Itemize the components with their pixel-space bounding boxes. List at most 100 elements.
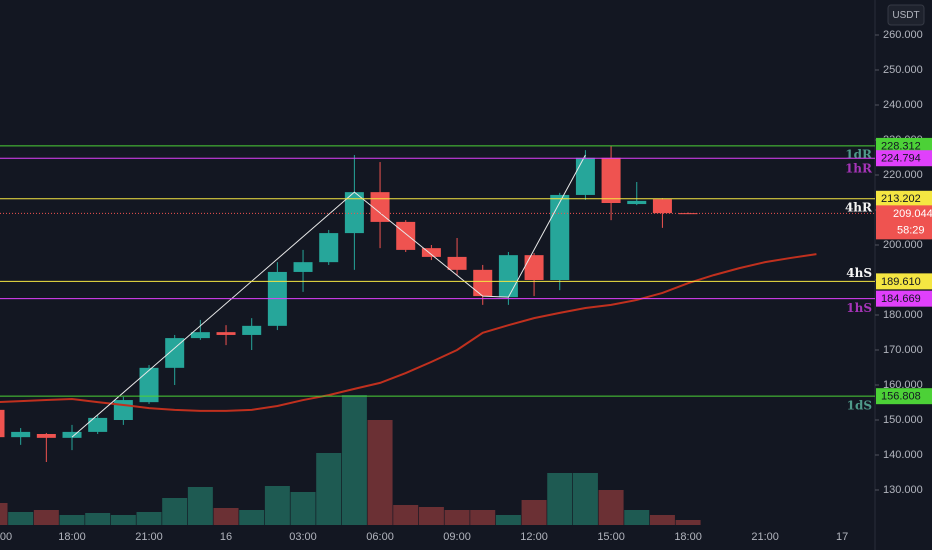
x-tick-label: 06:00 [366,531,394,543]
x-tick-label: 16 [220,531,232,543]
level-tag [876,273,932,290]
x-tick-label: 00 [0,531,12,543]
candle-body [498,255,518,298]
y-tick-label: 140.000 [883,449,923,461]
level-name: 1hS [846,301,872,315]
y-tick-label: 150.000 [883,414,923,426]
volume-bar [187,487,213,525]
x-tick-label: 18:00 [58,531,86,543]
candle-body [652,199,672,214]
volume-bar [59,515,85,525]
volume-bar [213,508,239,525]
level-tag-label: 184.669 [881,293,921,305]
level-name: 4hS [846,266,872,280]
level-tag [876,388,932,405]
x-tick-label: 17 [836,531,848,543]
volume-bar [495,515,521,525]
x-tick-label: 03:00 [289,531,317,543]
volume-bar [264,486,290,525]
moving-average-line [0,253,817,412]
candle-body [62,431,82,438]
volume-bar [239,510,265,525]
candle-body [216,332,236,335]
candle-body [627,200,647,205]
x-tick-label: 18:00 [674,531,702,543]
zigzag-line [71,154,586,438]
volume-bar [0,503,8,525]
candle-body [601,157,621,203]
volume-bar [418,507,444,525]
candle-body [190,332,210,339]
volume-bar [572,473,598,525]
level-tag [876,150,932,167]
level-tag-label: 189.610 [881,276,921,288]
candle-body [421,248,441,257]
candle-body [0,409,5,438]
level-tag [876,290,932,307]
candle-body [88,417,108,432]
candle-body [370,192,390,222]
candle-body [447,256,467,270]
x-tick-label: 09:00 [443,531,471,543]
plot-area [0,145,817,525]
x-tick-label: 21:00 [135,531,163,543]
candle-body [139,367,159,403]
level-name: 1dS [847,399,872,413]
volume-bar [136,512,162,525]
current-price-label: 209.044 [893,208,932,220]
volume-bar [675,520,701,525]
candle-body [242,325,262,335]
level-tag-label: 228.312 [881,140,921,152]
volume-bar [85,513,111,525]
volume-bar [8,512,34,525]
volume-bar [470,510,496,525]
volume-bar [162,498,188,525]
candle-body [575,157,595,195]
volume-bar [624,510,650,525]
level-name: 4hR [845,200,873,214]
candle-body [319,233,339,263]
candle-body [36,434,56,438]
candle-body [344,192,364,234]
y-tick-label: 180.000 [883,309,923,321]
volume-bar [547,473,573,525]
volume-bar [33,510,59,525]
level-name: 1hR [845,162,873,176]
y-tick-label: 160.000 [883,379,923,391]
volume-bar [649,515,675,525]
candle-body [293,262,313,272]
candle-body [473,269,493,297]
volume-bar [521,500,547,525]
y-tick-label: 200.000 [883,239,923,251]
y-tick-label: 240.000 [883,99,923,111]
candle-body [11,431,31,438]
x-tick-label: 21:00 [751,531,779,543]
candle-body [113,400,133,420]
level-tag-label: 213.202 [881,193,921,205]
candle-body [678,213,698,215]
volume-bar [290,492,316,525]
level-tag [876,137,932,154]
volume-bar [444,510,470,525]
level-tag [876,190,932,207]
volume-bar [316,453,342,525]
volume-bar [367,420,393,525]
candle-body [550,194,570,280]
x-tick-label: 15:00 [597,531,625,543]
level-tag-label: 224.794 [881,153,921,165]
candle-body [396,221,416,250]
y-tick-label: 250.000 [883,64,923,76]
y-tick-label: 220.000 [883,169,923,181]
currency-label: USDT [892,10,919,21]
currency-button[interactable] [887,4,925,26]
volume-bar [110,515,136,525]
candle-body [524,255,544,280]
volume-bar [598,490,624,525]
level-name: 1dR [845,147,873,161]
candle-body [165,338,185,368]
y-tick-label: 130.000 [883,484,923,496]
countdown-label: 58:29 [897,224,925,236]
